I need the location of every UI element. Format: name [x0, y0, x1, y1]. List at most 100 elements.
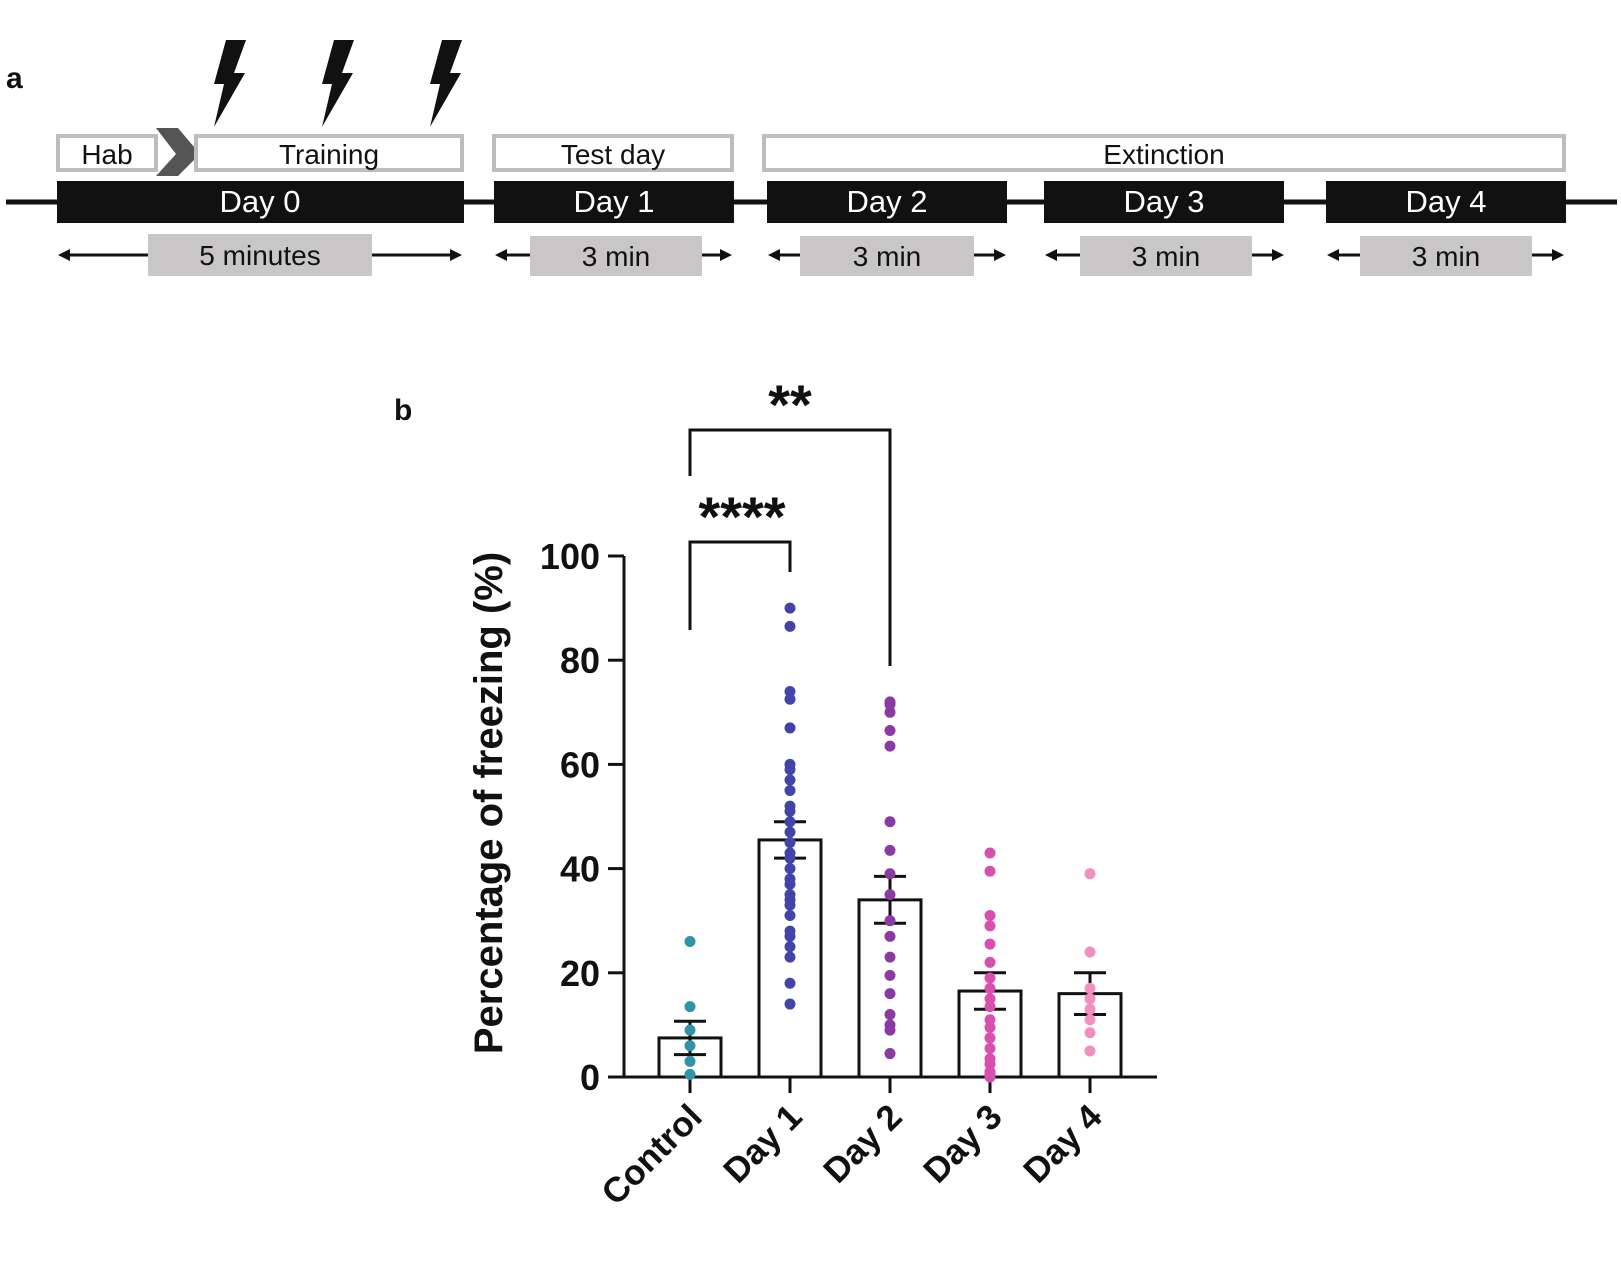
y-tick-label: 40: [560, 849, 600, 890]
day-bar: [494, 181, 734, 223]
data-point: [784, 602, 796, 614]
data-point: [984, 847, 996, 859]
data-point: [1084, 946, 1096, 958]
data-point: [884, 889, 896, 901]
data-point: [784, 722, 796, 734]
duration-label: 3 min: [1412, 241, 1480, 272]
day-label: Day 0: [220, 184, 301, 219]
data-point: [984, 1058, 996, 1070]
day-bar: [57, 181, 464, 223]
x-ticks: Control Day 1 Day 2 Day 3 Day 4: [594, 1077, 1110, 1213]
test-day-label: Test day: [561, 139, 665, 170]
data-point: [984, 909, 996, 921]
data-point: [684, 936, 696, 948]
duration-label: 3 min: [853, 241, 921, 272]
day-bar: [767, 181, 1007, 223]
data-point: [784, 837, 796, 849]
y-ticks: 0 20 40 60 80 100: [540, 536, 624, 1098]
duration-label: 3 min: [1132, 241, 1200, 272]
data-point: [984, 982, 996, 994]
data-point: [984, 972, 996, 984]
lightning-bolt-icon: [322, 40, 354, 127]
data-point: [884, 1008, 896, 1020]
data-point: [984, 1022, 996, 1034]
data-point: [784, 951, 796, 963]
data-point: [684, 1024, 696, 1036]
data-point: [684, 1040, 696, 1052]
data-point: [784, 909, 796, 921]
lightning-bolt-icon: [430, 40, 462, 127]
data-point: [884, 844, 896, 856]
data-point: [884, 969, 896, 981]
data-point: [984, 938, 996, 950]
training-box: [194, 134, 464, 172]
data-point: [1084, 1014, 1096, 1026]
data-point: [884, 725, 896, 737]
data-point: [984, 956, 996, 968]
significance-bracket: [688, 428, 892, 666]
data-point: [1084, 993, 1096, 1005]
day-bar: [1044, 181, 1284, 223]
data-point: [784, 826, 796, 838]
y-tick-label: 20: [560, 953, 600, 994]
panel-b: b Percentage of freezing (%) 0 20 40 60 80 10…: [394, 373, 1157, 1213]
data-point: [784, 784, 796, 796]
data-point: [784, 878, 796, 890]
y-tick-label: 0: [580, 1057, 600, 1098]
data-point: [984, 1042, 996, 1054]
significance-label: ****: [698, 485, 785, 548]
day-label: Day 2: [847, 184, 928, 219]
data-point: [884, 698, 896, 710]
day-bar: [1326, 181, 1566, 223]
duration-label: 3 min: [582, 241, 650, 272]
significance-label: **: [768, 373, 812, 436]
extinction-box: [762, 134, 1566, 172]
data-point: [684, 1055, 696, 1067]
data-point: [984, 920, 996, 932]
data-point: [884, 1048, 896, 1060]
data-point: [1084, 1003, 1096, 1015]
data-point: [784, 693, 796, 705]
y-axis-title: Percentage of freezing (%): [467, 552, 511, 1054]
training-label: Training: [279, 139, 379, 170]
data-point: [684, 1001, 696, 1013]
data-point: [884, 988, 896, 1000]
data-point: [784, 805, 796, 817]
data-point: [884, 816, 896, 828]
panel-a-label: a: [6, 62, 23, 95]
day-label: Day 1: [574, 184, 655, 219]
data-point: [784, 977, 796, 989]
data-point: [784, 930, 796, 942]
data-point: [784, 685, 796, 697]
duration-box: [1360, 236, 1532, 276]
data-point: [884, 1024, 896, 1036]
x-tick-label: Day 2: [816, 1097, 910, 1191]
data-point: [884, 951, 896, 963]
hab-box: [56, 134, 158, 172]
data-point: [784, 816, 796, 828]
data-point: [1084, 1027, 1096, 1039]
panel-b-label: b: [394, 394, 412, 427]
y-tick-label: 80: [560, 640, 600, 681]
data-point: [784, 998, 796, 1010]
hab-label: Hab: [81, 139, 132, 170]
data-point: [984, 1014, 996, 1026]
lightning-bolt-icon: [214, 40, 246, 127]
data-point: [784, 863, 796, 875]
data-point: [984, 1071, 996, 1083]
data-point: [784, 774, 796, 786]
data-point: [1084, 1045, 1096, 1057]
data-point: [784, 620, 796, 632]
x-tick-label: Day 1: [716, 1097, 810, 1191]
y-tick-label: 60: [560, 744, 600, 785]
x-tick-label: Day 3: [916, 1097, 1010, 1191]
data-point: [784, 899, 796, 911]
extinction-label: Extinction: [1103, 139, 1224, 170]
data-point: [884, 740, 896, 752]
data-point: [784, 764, 796, 776]
panel-a: a Hab Training Test day Extinction Day 0…: [6, 40, 1617, 276]
duration-box: [800, 236, 974, 276]
y-tick-label: 100: [540, 536, 600, 577]
x-tick-label: Day 4: [1016, 1097, 1110, 1191]
